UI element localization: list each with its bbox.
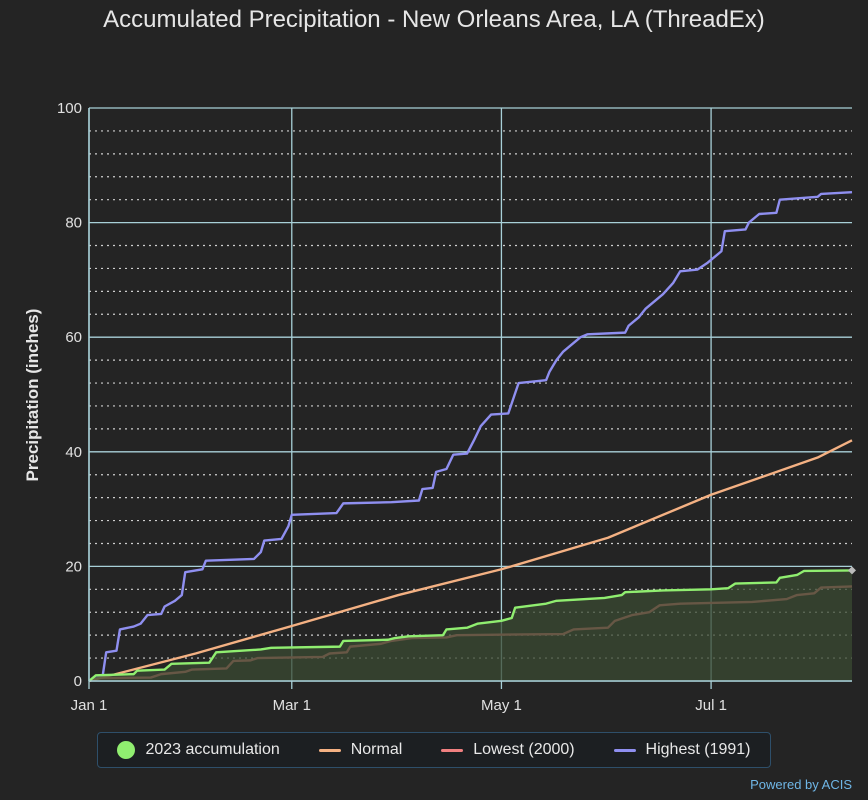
chart-title: Accumulated Precipitation - New Orleans …: [103, 6, 765, 33]
y-tick-label: 40: [65, 444, 82, 461]
x-tick-label: Jul 1: [695, 697, 727, 714]
legend-dot-icon: [117, 741, 136, 759]
legend-label: Lowest (2000): [473, 741, 575, 758]
y-tick-label: 80: [65, 215, 82, 232]
series-line-highest-1991: [88, 191, 853, 683]
chart-svg: 0 20 40 60 80 100 Jan 1 Mar 1 May 1 Jul 1 Precipi…: [23, 100, 856, 714]
series-layer: [88, 191, 856, 683]
chart-legend: 2023 accumulation Normal Lowest (2000) High…: [97, 732, 771, 768]
legend-item[interactable]: Lowest (2000): [441, 741, 575, 759]
legend-line-icon: [441, 748, 464, 752]
legend-item[interactable]: Normal: [318, 741, 403, 759]
x-tick-label: Mar 1: [273, 697, 311, 714]
series-end-marker: [848, 566, 856, 575]
legend-label: 2023 accumulation: [145, 741, 280, 758]
y-tick-label: 20: [65, 558, 82, 575]
series-area-2023-accumulation: [89, 570, 852, 681]
x-tick-label: Jan 1: [71, 697, 108, 714]
credit-link[interactable]: Powered by ACIS: [750, 777, 852, 792]
series-line-2023-accumulation: [88, 569, 853, 682]
legend-line-icon: [318, 748, 341, 752]
y-tick-label: 100: [57, 100, 82, 117]
legend-item[interactable]: Highest (1991): [613, 741, 751, 759]
series-line-normal: [88, 439, 853, 683]
legend-line-icon: [613, 748, 636, 752]
axis-layer: 0 20 40 60 80 100 Jan 1 Mar 1 May 1 Jul 1: [57, 100, 852, 714]
legend-label: Normal: [350, 741, 403, 758]
y-tick-label: 0: [74, 673, 82, 690]
y-axis-label: Precipitation (inches): [23, 309, 42, 482]
x-tick-label: May 1: [481, 697, 522, 714]
y-tick-label: 60: [65, 329, 82, 346]
legend-label: Highest (1991): [645, 741, 751, 758]
legend-item[interactable]: 2023 accumulation: [117, 741, 280, 759]
